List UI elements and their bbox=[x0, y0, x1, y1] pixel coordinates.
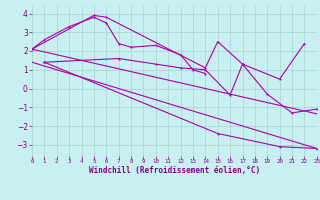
X-axis label: Windchill (Refroidissement éolien,°C): Windchill (Refroidissement éolien,°C) bbox=[89, 166, 260, 175]
